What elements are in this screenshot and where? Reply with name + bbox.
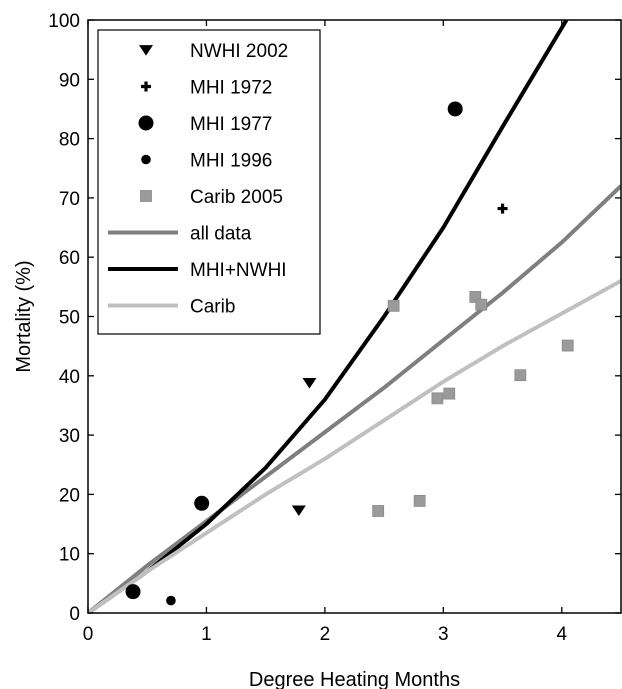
legend-label-3: MHI 1996 (190, 151, 272, 172)
y-tick-label-2: 20 (59, 485, 80, 506)
fit-line-0 (88, 184, 621, 613)
y-tick-label-3: 30 (59, 426, 80, 447)
point-4-1 (387, 299, 400, 312)
point-1-0 (497, 203, 508, 214)
point-4-8 (561, 339, 574, 352)
legend-label-2: MHI 1977 (190, 114, 272, 135)
point-0-0 (302, 378, 317, 389)
point-4-2 (413, 495, 426, 507)
legend-label-4: Carib 2005 (190, 187, 283, 208)
point-4-7 (514, 369, 527, 382)
y-tick-label-8: 80 (59, 130, 80, 151)
y-axis-label: Mortality (%) (13, 260, 35, 372)
legend-entries: NWHI 2002 MHI 1972 MHI 1977 MHI 1996 Carib 2… (108, 41, 288, 318)
legend-label-0: NWHI 2002 (190, 41, 288, 62)
y-tick-label-0: 0 (69, 604, 80, 625)
y-tick-label-6: 60 (59, 248, 80, 269)
legend-line-label-2: Carib (190, 297, 235, 318)
point-3-0 (166, 595, 176, 606)
x-tick-label-2: 2 (320, 624, 331, 645)
point-2-1 (194, 495, 210, 511)
legend-marker-2 (138, 115, 154, 131)
point-2-0 (125, 584, 141, 600)
legend-line-label-1: MHI+NWHI (190, 260, 287, 281)
legend-marker-4 (140, 190, 152, 202)
point-4-6 (475, 298, 488, 311)
y-tick-label-1: 10 (59, 545, 80, 566)
x-tick-label-0: 0 (83, 624, 94, 645)
data-points (125, 101, 574, 606)
point-4-3 (431, 392, 444, 405)
y-tick-label-9: 90 (59, 70, 80, 91)
legend-marker-3 (141, 154, 151, 165)
legend-label-1: MHI 1972 (190, 78, 272, 99)
legend-marker-0 (139, 45, 153, 56)
point-4-4 (443, 387, 456, 400)
point-4-0 (372, 505, 385, 517)
point-0-1 (291, 505, 306, 517)
point-4-5 (469, 291, 482, 303)
y-tick-label-5: 50 (59, 308, 80, 329)
x-tick-label-3: 3 (438, 624, 449, 645)
y-tick-label-7: 70 (59, 189, 80, 210)
x-axis-label: Degree Heating Months (249, 669, 460, 689)
point-2-2 (447, 101, 463, 117)
x-tick-label-1: 1 (201, 624, 212, 645)
legend (97, 29, 321, 335)
y-tick-label-10: 100 (48, 11, 80, 32)
fit-line-2 (88, 279, 621, 613)
legend-box (97, 29, 321, 335)
legend-line-label-0: all data (190, 224, 252, 245)
x-tick-label-4: 4 (556, 624, 567, 645)
fit-line-1 (88, 20, 569, 613)
legend-marker-1 (141, 81, 151, 92)
fit-lines (88, 20, 621, 613)
y-tick-label-4: 40 (59, 367, 80, 388)
